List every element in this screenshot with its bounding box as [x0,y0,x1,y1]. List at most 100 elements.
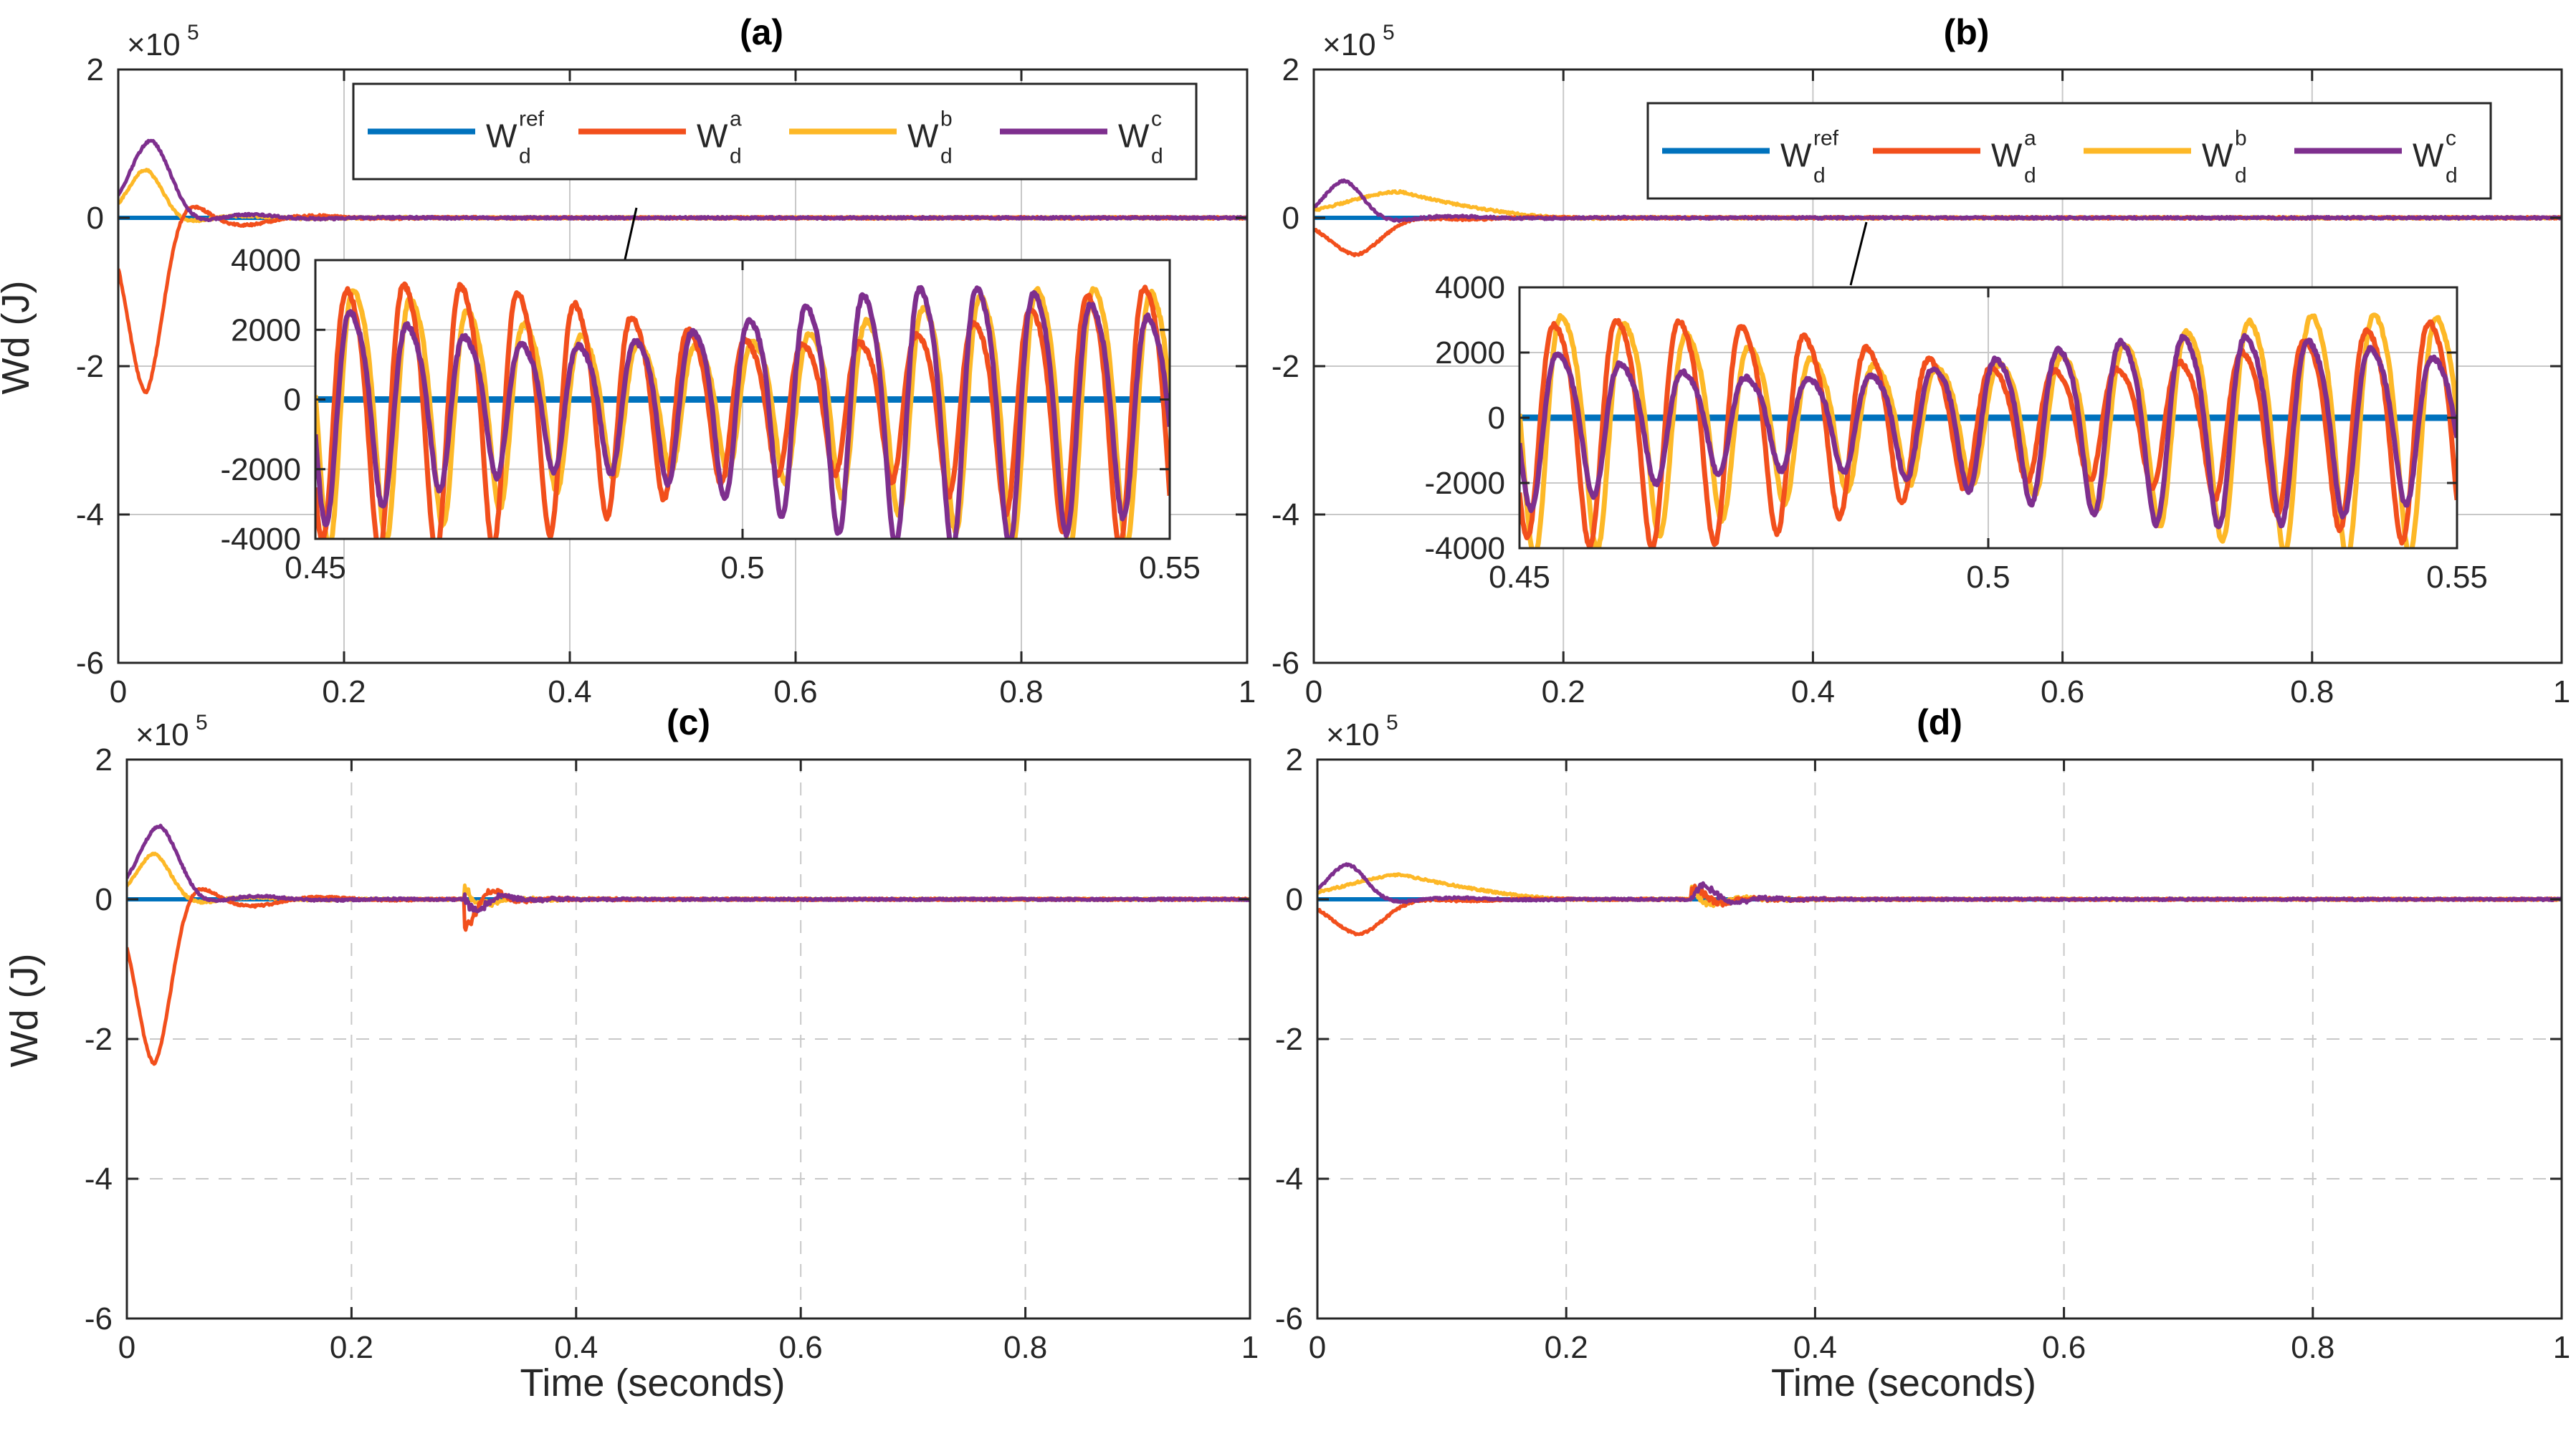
series-line-c [118,138,1247,222]
y-tick-label: -2000 [220,452,301,487]
legend-subscript: d [519,145,531,168]
y-exponent: 5 [187,21,199,44]
legend-superscript: b [2235,127,2247,150]
x-tick-label: 0 [1309,1330,1326,1365]
series-group [127,823,1250,1066]
series-line-c [315,284,1170,539]
y-tick-label: 4000 [1435,270,1505,305]
y-tick-label: 0 [284,383,301,418]
y-tick-label: -4 [1275,1162,1303,1197]
inset-axes-b: 0.45 0.5 0.55 -4000 -2000 0 2000 4000 [1424,270,2487,595]
series-line-c [127,823,1250,914]
y-tick-label: -2 [1275,1022,1303,1057]
series-line-c [1520,332,2457,530]
series-group [1314,178,2562,258]
inset-leader-line [624,207,638,260]
y-tick-label: -4000 [220,522,301,557]
x-tick-label: 0 [118,1330,135,1365]
y-tick-label: 2 [87,52,104,87]
y-tick-label: 0 [1488,401,1505,436]
axes-c: 0 0.2 0.4 0.6 0.8 1 -6 -4 -2 0 2 [85,742,1259,1365]
y-tick-label: -6 [76,646,104,681]
x-axis-label: Time (seconds) [1771,1361,2036,1404]
legend-subscript: d [2235,164,2247,188]
panels: 0 0.2 0.4 0.6 0.8 1-6-4-202(a)×10 5Wd (J)0.45 0… [0,12,2570,1404]
legend-label: W [486,118,517,155]
legend-superscript: a [2024,127,2036,150]
x-tick-label: 0.55 [2426,560,2488,595]
y-tick-label: 0 [1286,882,1303,917]
legend-label: W [2413,137,2444,174]
y-tick-label: -4 [85,1162,113,1197]
y-axis-label: Wd (J) [0,281,37,395]
panel-title: (d) [1917,702,1962,742]
y-tick-label: 0 [87,201,104,236]
y-tick-label: -4 [1272,497,1299,532]
series-group [1317,862,2562,937]
x-tick-label: 0.8 [1003,1330,1047,1365]
y-tick-label: -6 [85,1301,113,1336]
panel-c: 0 0.2 0.4 0.6 0.8 1 -6 -4 -2 0 2 (c) ×10 5 Wd (J) Time … [3,702,1259,1404]
legend-label: W [1780,137,1812,174]
y-tick-label: 2000 [231,312,301,348]
series-line-c [1317,862,2562,906]
y-tick-label: 0 [1282,201,1299,236]
panel-d: 0 0.2 0.4 0.6 0.8 1 -6 -4 -2 0 2 (d) ×10 5 Time (secon… [1275,702,2570,1404]
legend-superscript: c [1151,107,1162,131]
series-group [315,281,1170,539]
series-group [1520,312,2457,548]
y-tick-label: 2 [95,742,113,777]
y-multiplier: ×10 [1322,27,1376,62]
y-tick-label: 2000 [1435,335,1505,370]
y-axis-label: Wd (J) [3,954,46,1068]
x-axis-label: Time (seconds) [520,1361,785,1404]
panel-title: (a) [740,12,783,52]
panel-title: (c) [667,702,710,742]
series-line-c [1314,178,2562,224]
series-group [118,138,1247,395]
y-tick-label: 2 [1286,742,1303,777]
y-multiplier: ×10 [1326,717,1380,752]
y-tick-label: -4 [76,497,104,532]
x-tick-label: 0.2 [322,674,366,709]
legend-subscript: d [940,145,953,168]
x-tick-label: 0.6 [773,674,817,709]
legend-subscript: d [1813,164,1826,188]
legend-superscript: c [2446,127,2456,150]
legend-superscript: ref [519,107,545,131]
x-tick-label: 0.6 [779,1330,823,1365]
y-exponent: 5 [1383,21,1395,44]
x-tick-label: 0.8 [2290,674,2334,709]
y-tick-label: -6 [1272,646,1299,681]
x-tick-label: 0 [110,674,127,709]
legend-label: W [2202,137,2233,174]
x-tick-label: 0.45 [1489,560,1550,595]
x-tick-label: 0.4 [1791,674,1835,709]
y-exponent: 5 [196,711,208,734]
y-tick-label: -2 [76,349,104,384]
legend-subscript: d [2024,164,2036,188]
x-tick-label: 0.4 [554,1330,598,1365]
x-tick-label: 0.6 [2042,1330,2086,1365]
legend-superscript: ref [1813,127,1839,150]
y-multiplier: ×10 [135,717,189,752]
x-tick-label: 0.45 [285,550,346,585]
x-tick-label: 1 [2553,674,2570,709]
y-tick-label: -2000 [1424,466,1505,501]
legend-label: W [907,118,939,155]
legend-subscript: d [2446,164,2458,188]
legend-label: W [697,118,728,155]
legend-superscript: a [730,107,742,131]
inset-axes-a: 0.45 0.5 0.55 -4000 -2000 0 2000 4000 [220,243,1200,585]
x-tick-label: 1 [1241,1330,1259,1365]
